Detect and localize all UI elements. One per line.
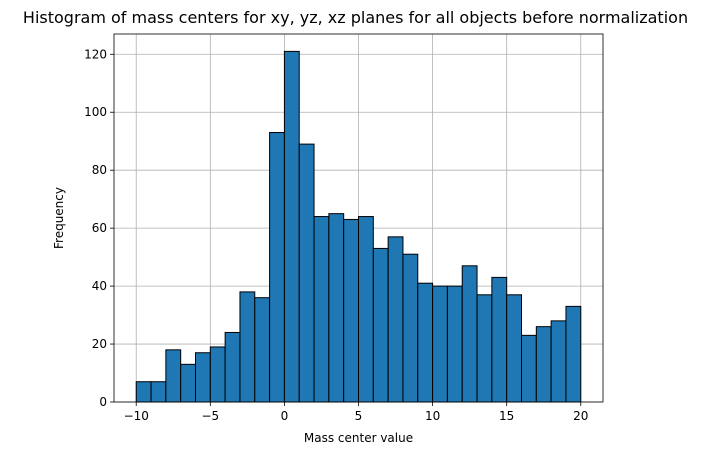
histogram-bar: [298, 143, 315, 403]
histogram-bar: [521, 334, 537, 403]
histogram-bar: [358, 216, 374, 403]
y-tick-label: 60: [92, 221, 107, 235]
histogram-bar: [535, 326, 552, 403]
histogram-bar: [550, 320, 567, 403]
x-tick-label: 5: [355, 409, 363, 423]
histogram-bar: [417, 282, 434, 403]
histogram-bar: [432, 285, 448, 403]
y-tick-label: 80: [92, 163, 107, 177]
histogram-bar: [180, 363, 197, 403]
x-tick-label: 10: [425, 409, 440, 423]
histogram-bar: [506, 294, 523, 403]
histogram-bar: [446, 285, 463, 403]
y-tick-label: 100: [84, 105, 107, 119]
histogram-bar: [343, 218, 360, 403]
grid-lines: [114, 34, 603, 403]
histogram-bar: [283, 50, 300, 403]
histogram-bar: [165, 349, 182, 403]
histogram-bar: [254, 297, 271, 403]
histogram-bar: [461, 265, 478, 403]
histogram-bar: [239, 291, 256, 403]
y-tick-label: 20: [92, 337, 107, 351]
x-tick-label: 0: [281, 409, 289, 423]
histogram-bar: [387, 236, 404, 403]
histogram-bar: [269, 132, 285, 403]
chart-title: Histogram of mass centers for xy, yz, xz…: [23, 8, 688, 27]
x-axis-label: Mass center value: [304, 431, 413, 445]
y-tick-label: 40: [92, 279, 107, 293]
histogram-bar: [195, 352, 211, 403]
x-tick-label: −10: [124, 409, 149, 423]
histogram-bar: [150, 381, 167, 403]
histogram-bar: [224, 331, 241, 403]
x-tick-label: −5: [201, 409, 219, 423]
histogram-bar: [476, 294, 493, 403]
x-tick-label: 20: [573, 409, 588, 423]
histogram-bar: [491, 276, 508, 403]
histogram-bar: [313, 216, 330, 403]
histogram-bar: [565, 305, 582, 403]
axis-ticks: −10 −5 0 5 10 15 20 0 20 40 60 80 100 120: [84, 47, 588, 423]
histogram-bar: [209, 346, 226, 403]
histogram-bar: [135, 381, 152, 403]
y-tick-label: 120: [84, 47, 107, 61]
histogram-bar: [372, 247, 389, 403]
y-tick-label: 0: [99, 395, 107, 409]
x-tick-label: 15: [499, 409, 514, 423]
y-axis-label: Frequency: [52, 187, 66, 249]
histogram-bar: [402, 253, 419, 403]
histogram-bar: [328, 213, 345, 403]
